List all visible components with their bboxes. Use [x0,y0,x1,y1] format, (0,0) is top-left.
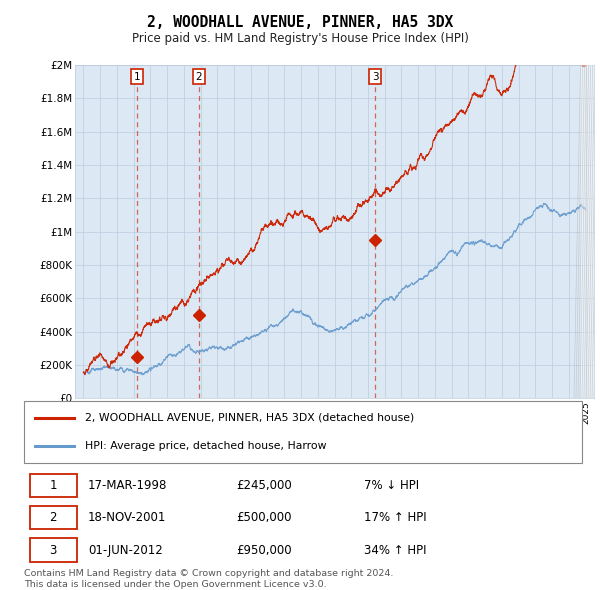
FancyBboxPatch shape [29,474,77,497]
Text: 3: 3 [372,71,379,81]
Text: £245,000: £245,000 [236,478,292,492]
Text: HPI: Average price, detached house, Harrow: HPI: Average price, detached house, Harr… [85,441,327,451]
Text: £950,000: £950,000 [236,543,292,557]
FancyBboxPatch shape [29,506,77,529]
Text: £500,000: £500,000 [236,511,292,525]
Text: 1: 1 [50,478,57,492]
Text: 2: 2 [196,71,202,81]
Text: Contains HM Land Registry data © Crown copyright and database right 2024.
This d: Contains HM Land Registry data © Crown c… [24,569,394,589]
Text: 01-JUN-2012: 01-JUN-2012 [88,543,163,557]
Bar [581,65,594,398]
Text: 2: 2 [50,511,57,525]
Text: 3: 3 [50,543,57,557]
Text: 34% ↑ HPI: 34% ↑ HPI [364,543,427,557]
Text: 17-MAR-1998: 17-MAR-1998 [88,478,167,492]
Text: 18-NOV-2001: 18-NOV-2001 [88,511,167,525]
Text: 2, WOODHALL AVENUE, PINNER, HA5 3DX (detached house): 2, WOODHALL AVENUE, PINNER, HA5 3DX (det… [85,413,415,423]
Text: 17% ↑ HPI: 17% ↑ HPI [364,511,427,525]
Text: 1: 1 [134,71,140,81]
Text: 7% ↓ HPI: 7% ↓ HPI [364,478,419,492]
FancyBboxPatch shape [24,401,582,463]
FancyBboxPatch shape [29,539,77,562]
Text: 2, WOODHALL AVENUE, PINNER, HA5 3DX: 2, WOODHALL AVENUE, PINNER, HA5 3DX [147,15,453,30]
Text: Price paid vs. HM Land Registry's House Price Index (HPI): Price paid vs. HM Land Registry's House … [131,32,469,45]
